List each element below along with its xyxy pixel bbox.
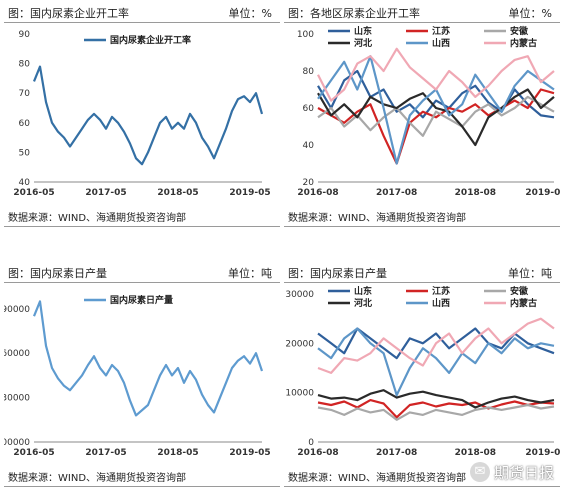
y-tick-label: 60 [303, 104, 315, 114]
series-line [317, 88, 555, 147]
chart-panel-regional-operating-rate: 图：各地区尿素企业开工率 单位：% 20 40 60 80 100 2016-08 2017… [284, 2, 564, 228]
x-tick-label: 2017-08 [376, 448, 417, 458]
x-tick-label: 2017-05 [85, 188, 126, 198]
x-tick-label: 2016-05 [13, 188, 54, 198]
x-tick-label: 2016-08 [297, 188, 338, 198]
chart-panel-regional-daily-output: 图：国内尿素日产量 单位：吨 0 10000 20000 30000 2016-08 20… [284, 262, 564, 488]
y-tick-label: 20 [303, 178, 315, 188]
chart-unit: 单位：吨 [228, 267, 272, 280]
legend-label: 河北 [354, 37, 372, 49]
y-tick-label: 10000 [285, 389, 314, 399]
chart-unit: 单位：吨 [508, 267, 552, 280]
y-tick-label: 190000 [4, 305, 30, 315]
chart-header: 图：国内尿素日产量 单位：吨 [4, 262, 280, 283]
line-chart: 100000 130000 160000 190000 2016-05 2017-05 20… [4, 294, 271, 458]
chart-header: 图：国内尿素日产量 单位：吨 [284, 262, 560, 283]
series-line [317, 327, 555, 397]
chart-source: 数据来源：WIND、海通期货投资咨询部 [288, 473, 467, 484]
x-tick-label: 2017-08 [376, 188, 417, 198]
wechat-icon: ✉ [470, 462, 490, 482]
y-tick-label: 130000 [4, 394, 30, 404]
y-tick-label: 100000 [4, 438, 30, 448]
series-line [317, 317, 555, 375]
y-tick-label: 100 [297, 30, 314, 40]
series-line [317, 47, 555, 102]
series-line [317, 69, 555, 119]
chart-unit: 单位：% [508, 7, 552, 20]
chart-title: 图：国内尿素日产量 [8, 267, 107, 280]
x-tick-label: 2018-08 [455, 188, 496, 198]
chart-source: 数据来源：WIND、海通期货投资咨询部 [8, 213, 187, 224]
series-line [317, 403, 555, 421]
chart-unit: 单位：% [228, 7, 272, 20]
y-tick-label: 50 [19, 148, 31, 158]
divider [284, 226, 560, 227]
chart-title: 图：国内尿素日产量 [288, 267, 387, 280]
legend-label: 内蒙古 [510, 297, 537, 309]
legend-label: 国内尿素企业开工率 [110, 34, 191, 46]
line-chart: 20 40 60 80 100 2016-08 2017-08 2018-08 2019-08 山… [297, 25, 560, 198]
legend-label: 江苏 [432, 285, 450, 297]
legend-label: 内蒙古 [510, 37, 537, 49]
line-chart: 40 50 60 70 80 90 2016-05 2017-05 2018-05 2019-05… [13, 30, 270, 198]
legend-label: 山西 [432, 297, 450, 309]
chart-header: 图：各地区尿素企业开工率 单位：% [284, 2, 560, 23]
x-tick-label: 2018-05 [157, 448, 198, 458]
legend-label: 山东 [354, 285, 372, 297]
chart-panel-national-operating-rate: 图：国内尿素企业开工率 单位：% 40 50 60 70 80 90 2016-05 2017… [4, 2, 284, 228]
legend-label: 安徽 [510, 25, 529, 37]
y-tick-label: 40 [19, 178, 31, 188]
x-tick-label: 2017-05 [85, 448, 126, 458]
y-tick-label: 90 [19, 30, 31, 40]
y-tick-label: 160000 [4, 349, 30, 359]
y-tick-label: 80 [303, 67, 315, 77]
watermark: ✉ 期货日报 [470, 460, 566, 484]
chart-title: 图：国内尿素企业开工率 [8, 7, 129, 20]
chart-title: 图：各地区尿素企业开工率 [288, 7, 420, 20]
x-tick-label: 2016-08 [297, 448, 338, 458]
chart-source: 数据来源：WIND、海通期货投资咨询部 [8, 473, 187, 484]
x-tick-label: 2016-05 [13, 448, 54, 458]
chart-source: 数据来源：WIND、海通期货投资咨询部 [288, 213, 467, 224]
series-line [317, 398, 555, 419]
legend-label: 山西 [432, 37, 450, 49]
y-tick-label: 30000 [285, 290, 314, 300]
line-chart: 0 10000 20000 30000 2016-08 2017-08 2018-08 201… [285, 285, 560, 458]
x-tick-label: 2018-05 [157, 188, 198, 198]
series-line [317, 88, 555, 165]
divider [4, 486, 280, 487]
watermark-text: 期货日报 [494, 464, 555, 482]
legend-label: 国内尿素日产量 [110, 294, 173, 306]
series-line [32, 300, 264, 417]
divider [4, 226, 280, 227]
x-tick-label: 2019-05 [229, 188, 270, 198]
y-tick-label: 80 [19, 60, 31, 70]
x-tick-label: 2019-05 [229, 448, 270, 458]
y-tick-label: 40 [303, 141, 315, 151]
y-tick-label: 20000 [285, 339, 314, 349]
legend-label: 江苏 [432, 25, 450, 37]
y-tick-label: 0 [308, 438, 314, 448]
legend-label: 山东 [354, 25, 372, 37]
x-tick-label: 2019-08 [525, 448, 560, 458]
series-line [317, 389, 555, 409]
x-tick-label: 2019-08 [525, 188, 560, 198]
series-line [32, 65, 264, 166]
legend-label: 河北 [354, 297, 372, 309]
y-tick-label: 70 [19, 89, 31, 99]
chart-panel-national-daily-output: 图：国内尿素日产量 单位：吨 100000 130000 160000 190000 2… [4, 262, 284, 488]
divider [284, 486, 560, 487]
legend-label: 安徽 [510, 285, 529, 297]
y-tick-label: 60 [19, 119, 31, 129]
x-tick-label: 2018-08 [455, 448, 496, 458]
chart-header: 图：国内尿素企业开工率 单位：% [4, 2, 280, 23]
